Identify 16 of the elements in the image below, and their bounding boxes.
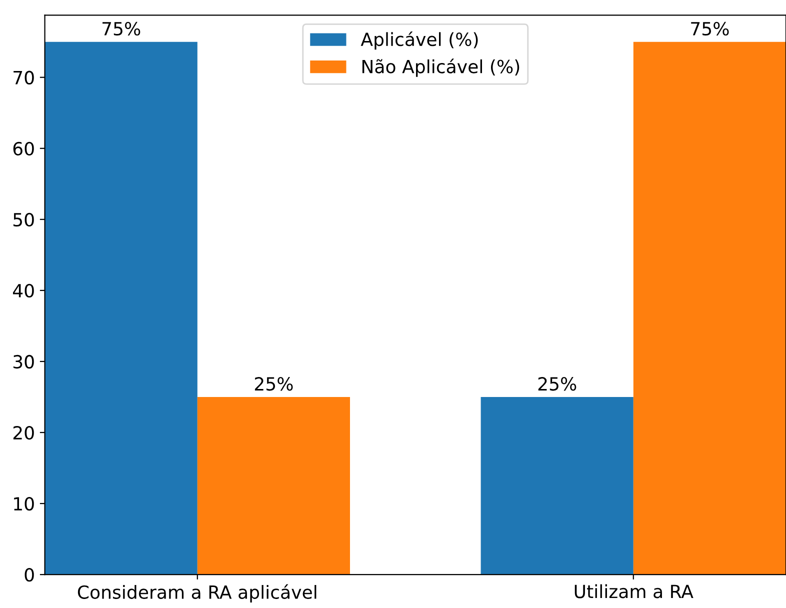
legend-label: Aplicável (%) bbox=[360, 31, 478, 50]
data-label: 75% bbox=[102, 22, 140, 36]
y-tick-label: 30 bbox=[13, 354, 34, 369]
x-tick-label: Consideram a RA aplicável bbox=[78, 584, 316, 602]
y-tick-label: 60 bbox=[13, 142, 34, 156]
y-tick-label: 50 bbox=[14, 212, 34, 227]
data-label: 25% bbox=[254, 377, 293, 391]
data-label: 75% bbox=[691, 22, 729, 36]
y-tick-label: 0 bbox=[24, 568, 34, 582]
y-tick-label: 10 bbox=[14, 496, 34, 511]
y-tick-label: 70 bbox=[14, 70, 34, 84]
legend-label: Não Aplicável (%) bbox=[362, 58, 520, 77]
y-tick-label: 20 bbox=[13, 426, 34, 440]
x-tick-label: Utilizam a RA bbox=[574, 584, 694, 598]
data-label: 25% bbox=[538, 377, 576, 391]
y-tick-label: 40 bbox=[12, 284, 34, 298]
